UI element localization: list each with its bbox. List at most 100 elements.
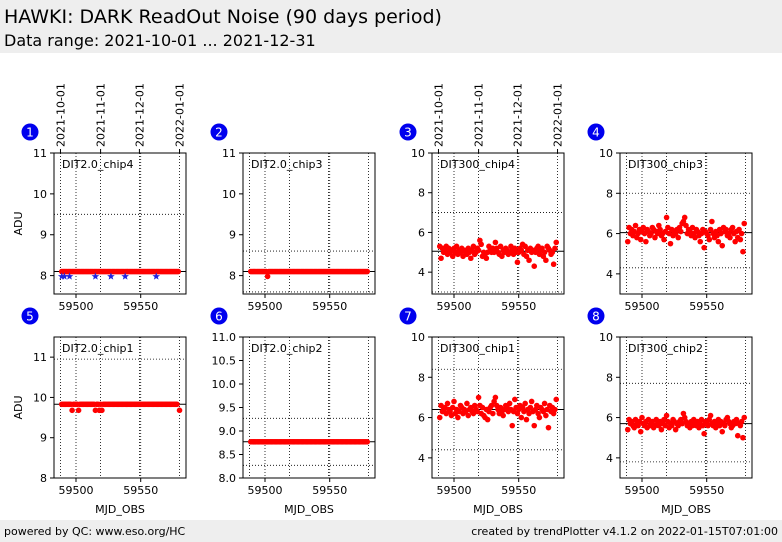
data-points xyxy=(247,439,371,445)
x-tick-label: 59500 xyxy=(437,300,472,313)
data-points xyxy=(247,268,371,280)
data-point xyxy=(637,236,644,243)
star-marker xyxy=(107,272,115,280)
x-tick-label: 59500 xyxy=(437,484,472,497)
panel-6: 8.0 8.5 9.0 9.5 10.0 10.5 11.0 59500 59550 DIT2.0… xyxy=(210,307,376,516)
y-tick-label: 8.0 xyxy=(219,472,237,485)
panel-number-badge xyxy=(587,123,605,141)
data-point xyxy=(499,253,505,260)
data-point xyxy=(652,234,658,241)
data-point xyxy=(69,407,75,414)
data-point xyxy=(541,249,548,256)
panel-4: 4 6 8 10 59500 59550 DIT300_chip3 4 xyxy=(587,123,753,313)
data-point xyxy=(740,248,746,255)
data-point xyxy=(553,396,560,403)
panel-number-badge xyxy=(210,123,228,141)
y-tick-label: 10 xyxy=(33,188,47,201)
page-subtitle: Data range: 2021-10-01 ... 2021-12-31 xyxy=(4,31,316,50)
data-point xyxy=(464,400,470,407)
data-points xyxy=(624,410,748,441)
panel-number: 1 xyxy=(26,126,34,140)
data-point xyxy=(701,430,707,437)
data-point xyxy=(707,412,714,419)
data-point xyxy=(719,428,726,435)
y-tick-label: 8 xyxy=(418,371,425,384)
footer-credit: powered by QC: www.eso.org/HC xyxy=(4,525,186,538)
data-point xyxy=(484,416,491,423)
data-point xyxy=(675,234,682,241)
data-point xyxy=(514,259,521,266)
y-tick-label: 10.5 xyxy=(212,355,237,368)
y-tick-label: 4 xyxy=(606,452,613,465)
data-point xyxy=(736,226,742,233)
data-point xyxy=(706,236,713,243)
data-point xyxy=(624,238,631,245)
data-point xyxy=(663,412,670,419)
data-point xyxy=(491,249,497,256)
panel-label: DIT2.0_chip4 xyxy=(62,158,133,171)
x-tick-label: 59550 xyxy=(123,300,158,313)
y-tick-label: 6 xyxy=(606,412,613,425)
data-point xyxy=(672,426,679,433)
y-tick-label: 4 xyxy=(606,268,613,281)
data-point xyxy=(737,236,744,243)
date-tick-label: 2021-11-01 xyxy=(95,83,108,147)
y-tick-label: 10 xyxy=(599,331,613,344)
data-point xyxy=(176,407,183,414)
data-point xyxy=(451,398,457,405)
x-tick-label: 59550 xyxy=(312,484,347,497)
panel-label: DIT300_chip1 xyxy=(440,342,515,355)
x-tick-label: 59500 xyxy=(59,484,94,497)
data-point xyxy=(522,243,528,250)
data-points xyxy=(58,401,183,414)
data-point xyxy=(518,414,525,421)
x-tick-label: 59550 xyxy=(501,300,536,313)
data-point xyxy=(545,424,552,431)
data-point xyxy=(643,238,649,245)
data-point xyxy=(528,398,535,405)
panel-label: DIT2.0_chip2 xyxy=(251,342,322,355)
y-tick-label: 4 xyxy=(418,452,425,465)
data-point xyxy=(552,406,558,413)
data-point xyxy=(624,426,631,433)
y-tick-label: 11 xyxy=(33,351,47,364)
data-point xyxy=(707,226,714,233)
y-tick-label: 4 xyxy=(418,266,425,279)
data-point xyxy=(681,214,688,221)
plot-frame xyxy=(242,152,376,295)
data-point xyxy=(506,400,513,407)
y-tick-label: 6 xyxy=(418,226,425,239)
panel-number: 4 xyxy=(592,126,600,140)
data-point xyxy=(734,432,741,439)
y-tick-label: 6 xyxy=(418,412,425,425)
data-point xyxy=(550,261,557,268)
data-point xyxy=(719,242,726,249)
y-tick-label: 8 xyxy=(606,371,613,384)
data-point xyxy=(683,222,689,229)
data-point xyxy=(475,394,482,401)
header-banner: HAWKI: DARK ReadOut Noise (90 days perio… xyxy=(0,0,782,53)
data-point xyxy=(526,257,532,264)
data-point xyxy=(175,268,182,275)
x-tick-label: 59500 xyxy=(625,484,660,497)
panel-label: DIT2.0_chip1 xyxy=(62,342,133,355)
date-tick-label: 2022-01-01 xyxy=(174,83,187,147)
y-tick-label: 9.5 xyxy=(219,402,237,415)
y-tick-label: 9 xyxy=(40,229,47,242)
y-tick-label: 11 xyxy=(222,147,236,160)
data-point xyxy=(364,268,371,275)
data-point xyxy=(509,422,516,429)
data-point xyxy=(549,249,556,256)
data-point xyxy=(553,239,560,246)
y-axis-label: ADU xyxy=(12,395,25,419)
data-point xyxy=(663,214,670,221)
data-point xyxy=(92,407,99,414)
data-point xyxy=(444,400,451,407)
footer-generator: created by trendPlotter v4.1.2 on 2022-0… xyxy=(471,525,778,538)
panel-number: 6 xyxy=(215,310,223,324)
panel-number-badge xyxy=(210,307,228,325)
data-point xyxy=(539,245,545,252)
panel-number-badge xyxy=(587,307,605,325)
data-point xyxy=(740,434,746,441)
